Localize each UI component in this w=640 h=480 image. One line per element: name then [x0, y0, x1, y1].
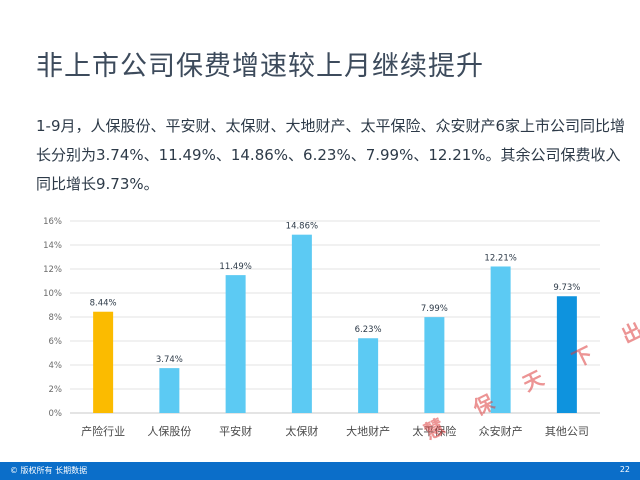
x-tick-label: 太保财: [285, 424, 318, 438]
y-tick-label: 2%: [49, 385, 63, 395]
data-label: 6.23%: [355, 325, 382, 335]
y-tick-label: 12%: [43, 265, 62, 275]
x-tick-label: 太平保险: [412, 424, 456, 438]
data-label: 12.21%: [484, 253, 516, 263]
y-tick-label: 16%: [43, 217, 62, 227]
y-tick-label: 6%: [49, 337, 63, 347]
bar: [225, 275, 246, 413]
bar-chart: 0% 2% 4% 6% 8% 10% 12% 14% 16% 8.44% 产险行业 3.74% 人保股份…: [43, 217, 600, 438]
bar: [159, 368, 180, 413]
x-tick-label: 产险行业: [81, 424, 125, 438]
summary-text: 1-9月，人保股份、平安财、太保财、大地财产、太平保险、众安财产6家上市公司同比…: [36, 117, 626, 193]
y-tick-label: 10%: [43, 289, 62, 299]
data-label: 3.74%: [156, 355, 183, 365]
footer-copyright: © 版权所有 长期数据: [10, 466, 88, 475]
x-tick-label: 大地财产: [346, 424, 390, 438]
footer-bar: © 版权所有 长期数据 22: [0, 462, 640, 480]
x-tick-label: 众安财产: [479, 424, 523, 438]
y-tick-label: 0%: [49, 409, 63, 419]
data-label: 7.99%: [421, 304, 448, 314]
y-tick-label: 8%: [49, 313, 63, 323]
bar: [490, 266, 511, 413]
bar: [291, 234, 312, 413]
bar: [556, 296, 577, 413]
data-label: 9.73%: [553, 283, 580, 293]
page-number: 22: [619, 465, 630, 474]
data-label: 11.49%: [219, 262, 251, 272]
page-title: 非上市公司保费增速较上月继续提升: [36, 51, 484, 82]
bar: [358, 338, 379, 413]
bar: [93, 311, 114, 413]
x-tick-label: 平安财: [219, 424, 252, 438]
y-tick-label: 4%: [49, 361, 63, 371]
data-label: 14.86%: [286, 222, 318, 232]
bar: [424, 317, 445, 413]
y-tick-label: 14%: [43, 241, 62, 251]
x-tick-label: 其他公司: [545, 425, 589, 438]
x-tick-label: 人保股份: [147, 424, 191, 438]
data-label: 8.44%: [90, 299, 117, 309]
